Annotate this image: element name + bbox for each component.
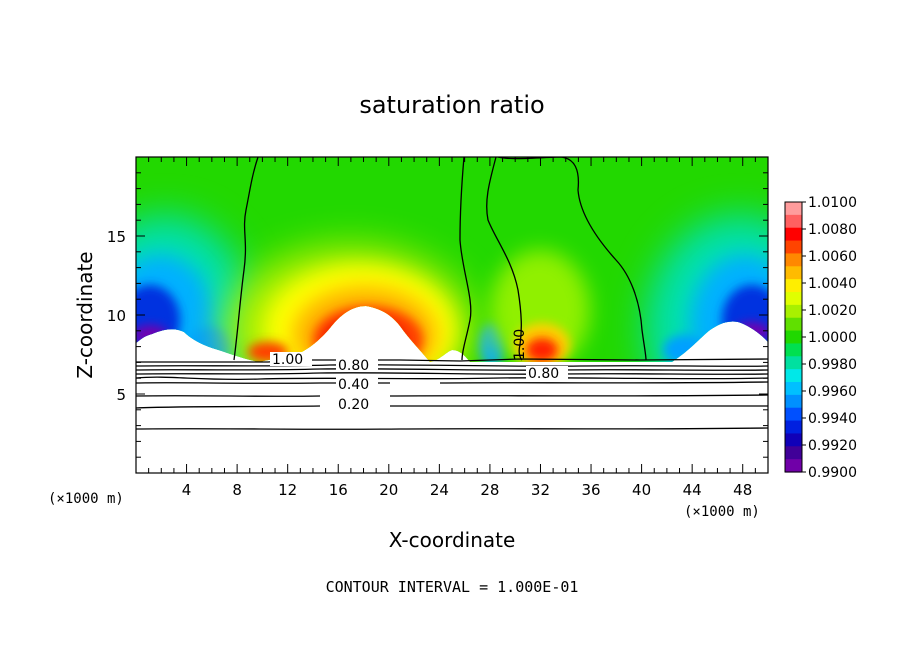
colorbar-swatch [785,253,802,267]
chart-title: saturation ratio [359,91,544,119]
colorbar-swatch [785,317,802,332]
x-tick-label: 48 [733,481,752,499]
colorbar-label: 0.9900 [808,465,857,481]
colorbar-label: 1.0020 [808,303,857,319]
contour-lines [136,157,768,430]
y-tick-label: 15 [107,228,126,246]
colorbar-swatch [785,240,802,255]
colorbar-label: 1.0040 [808,276,857,292]
y-tick-label: 10 [107,307,126,325]
colorbar-swatch [785,382,802,396]
x-tick-label: 4 [182,481,192,499]
colorbar-swatch [785,343,802,357]
colorbar-label: 1.0080 [808,222,857,238]
colorbar-swatch [785,446,802,460]
colorbar-swatch [785,214,802,229]
colorbar-swatch [785,394,802,409]
colorbar-swatch [785,266,802,280]
contour-labels: 1.00 0.80 0.40 0.20 1.00 0.80 [270,329,568,413]
y-axis-title: Z-coordinate [73,251,97,378]
colorbar-label: 0.9960 [808,384,857,400]
x-axis: 4 8 12 16 20 24 28 32 36 40 44 48 [148,157,756,499]
x-tick-label: 44 [683,481,702,499]
colorbar-label: 0.9920 [808,438,857,454]
contour-label-3: 0.40 [338,377,369,393]
x-tick-label: 28 [480,481,499,499]
colorbar-swatch [785,202,802,216]
colorbar-label: 1.0000 [808,330,857,346]
x-tick-label: 8 [232,481,242,499]
colorbar-swatch [785,369,802,383]
colorbar-label: 1.0100 [808,195,857,211]
heatmap-field [136,157,768,430]
x-tick-label: 16 [329,481,348,499]
colorbar-swatch [785,433,802,447]
contour-label-4: 0.20 [338,397,369,413]
colorbar-swatch [785,227,802,242]
colorbar-swatch [785,279,802,293]
colorbar-label: 1.0060 [808,249,857,265]
colorbar-swatch [785,356,802,370]
colorbar-swatch [785,292,802,306]
colorbar-swatch [785,420,802,435]
y-axis: 5 10 15 [107,172,768,458]
x-tick-label: 24 [430,481,449,499]
x-axis-title: X-coordinate [389,528,516,552]
contour-label-5: 1.00 [512,329,528,360]
x-tick-label: 12 [278,481,297,499]
colorbar-swatch [785,407,802,422]
contour-label-6: 0.80 [528,366,559,382]
y-tick-label: 5 [116,386,126,404]
colorbar-swatch [785,330,802,345]
x-unit-right: (×1000 m) [684,504,760,520]
contour-interval: CONTOUR INTERVAL = 1.000E-01 [326,578,579,596]
x-tick-label: 36 [581,481,600,499]
contour-label-1: 1.00 [272,352,303,368]
colorbar-swatch [785,304,802,319]
contour-label-2: 0.80 [338,358,369,374]
x-tick-label: 32 [531,481,550,499]
x-tick-label: 20 [379,481,398,499]
colorbar: 1.0100 1.0080 1.0060 1.0040 1.0020 1.0000 0.99… [784,195,857,481]
colorbar-label: 0.9940 [808,411,857,427]
x-tick-label: 40 [632,481,651,499]
colorbar-label: 0.9980 [808,357,857,373]
colorbar-swatch [785,459,802,473]
x-unit-left: (×1000 m) [48,491,124,507]
